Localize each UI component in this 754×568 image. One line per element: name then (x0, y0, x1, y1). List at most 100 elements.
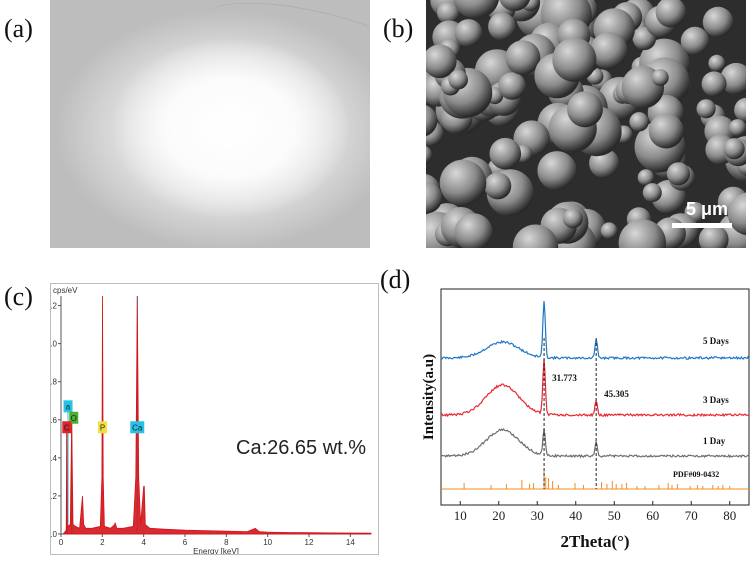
sample-photo (50, 0, 370, 248)
panel-label-a: (a) (4, 14, 33, 43)
sem-particle (537, 151, 577, 191)
x-tick-label: 80 (723, 508, 736, 523)
sem-particle (629, 112, 649, 132)
panel-label-b: (b) (383, 14, 414, 43)
y-tick-label: 1.2 (51, 302, 58, 311)
sem-particle (720, 62, 746, 95)
sem-image: 5 μm (426, 0, 746, 248)
sem-particle (426, 145, 432, 164)
sem-particle (642, 183, 662, 203)
element-label: C (64, 423, 70, 432)
scale-bar (672, 223, 732, 228)
xrd-chart: 10 20 30 40 50 60 70 80 2Theta(°) Intensity(a.u) 5… (421, 288, 750, 551)
sem-particle (512, 224, 559, 248)
y-tick-label: 0.0 (51, 530, 58, 539)
sem-particle (454, 19, 483, 47)
sem-particle (698, 224, 729, 248)
sem-particle (437, 1, 460, 24)
sem-particle (488, 12, 516, 41)
sem-particle (426, 105, 438, 137)
series-label: 3 Days (703, 395, 729, 405)
element-label-box (63, 400, 73, 413)
element-label: a (66, 402, 71, 411)
y-axis-unit: cps/eV (53, 286, 78, 295)
element-label-box (69, 411, 79, 424)
y-tick-label: 1.0 (51, 340, 58, 349)
reference-label: PDF#09-0432 (673, 470, 719, 479)
sem-particle (655, 0, 686, 28)
sem-particle (426, 44, 457, 79)
xrd-series-line (440, 428, 750, 459)
sem-particle (637, 169, 655, 186)
x-tick-label: 50 (608, 508, 621, 523)
x-tick-label: 20 (492, 508, 505, 523)
sem-particle (708, 54, 726, 72)
sem-particle (680, 26, 710, 56)
x-tick-label: 4 (141, 538, 146, 547)
panel-label-c: (c) (4, 282, 33, 311)
x-tick-label: 30 (531, 508, 544, 523)
x-tick-label: 2 (100, 538, 105, 547)
sem-particles (426, 0, 746, 248)
sem-particle (499, 0, 531, 12)
eds-chart: cps/eV 0.0 0.2 0.4 0.6 0.8 1.0 1.2 0 2 4 6 8 10 12 14 En… (51, 286, 372, 554)
sem-particle (505, 40, 541, 75)
element-label-box (98, 421, 108, 434)
y-tick-label: 0.2 (51, 492, 58, 501)
eds-spectrum-panel: cps/eV 0.0 0.2 0.4 0.6 0.8 1.0 1.2 0 2 4 6 8 10 12 14 En… (50, 283, 379, 555)
x-tick-label: 14 (346, 538, 355, 547)
sem-particle (723, 138, 745, 160)
x-tick-label: 10 (454, 508, 467, 523)
x-tick-label: 0 (59, 538, 64, 547)
series-label: 1 Day (703, 436, 726, 446)
sem-particle (426, 182, 443, 214)
panel-label-d: (d) (380, 265, 411, 294)
element-label-box (62, 421, 72, 434)
sem-particle (648, 113, 684, 149)
sem-particle (439, 159, 487, 207)
x-axis-title: Energy [keV] (193, 547, 239, 554)
spectrum-series (62, 295, 372, 535)
y-tick-label: 0.6 (51, 416, 58, 425)
element-label: Ca (132, 423, 143, 432)
photo-crease (196, 0, 370, 94)
sem-particle (701, 71, 727, 97)
element-label-box (130, 421, 145, 434)
y-tick-label: 0.4 (51, 454, 58, 463)
sem-particle (696, 99, 716, 119)
sem-particle (600, 222, 618, 239)
sem-particle (453, 0, 499, 19)
sem-particle (702, 6, 734, 38)
sem-particle (651, 69, 669, 86)
xrd-series-line (440, 300, 750, 361)
plot-frame (440, 288, 750, 506)
series-label: 5 Days (703, 336, 729, 346)
peak-label: 31.773 (552, 373, 577, 383)
composition-annotation: Ca:26.65 wt.% (236, 437, 366, 459)
x-tick-label: 10 (263, 538, 272, 547)
peak-label: 45.305 (604, 389, 629, 399)
x-tick-label: 12 (305, 538, 314, 547)
sem-particle (484, 172, 512, 200)
sem-particle (590, 31, 628, 70)
sem-particle (666, 162, 690, 186)
x-tick-label: 8 (224, 538, 229, 547)
x-tick-label: 70 (685, 508, 698, 523)
x-axis-title: 2Theta(°) (560, 532, 629, 551)
sem-particle (552, 37, 597, 82)
sem-particle (727, 192, 746, 236)
sem-particle (618, 219, 666, 248)
element-label: P (100, 423, 105, 432)
sem-particle (489, 137, 522, 170)
x-tick-label: 6 (183, 538, 188, 547)
element-label: O (71, 414, 77, 423)
sem-particle (567, 91, 603, 128)
sem-particle (734, 97, 746, 123)
sem-particle (448, 69, 468, 90)
xrd-panel: 10 20 30 40 50 60 70 80 2Theta(°) Intensity(a.u) 5… (411, 283, 754, 568)
y-tick-label: 0.8 (51, 378, 58, 387)
sem-particle (454, 213, 493, 248)
x-tick-label: 60 (646, 508, 659, 523)
y-axis-title: Intensity(a.u) (421, 354, 437, 440)
xrd-series-line (440, 359, 750, 418)
